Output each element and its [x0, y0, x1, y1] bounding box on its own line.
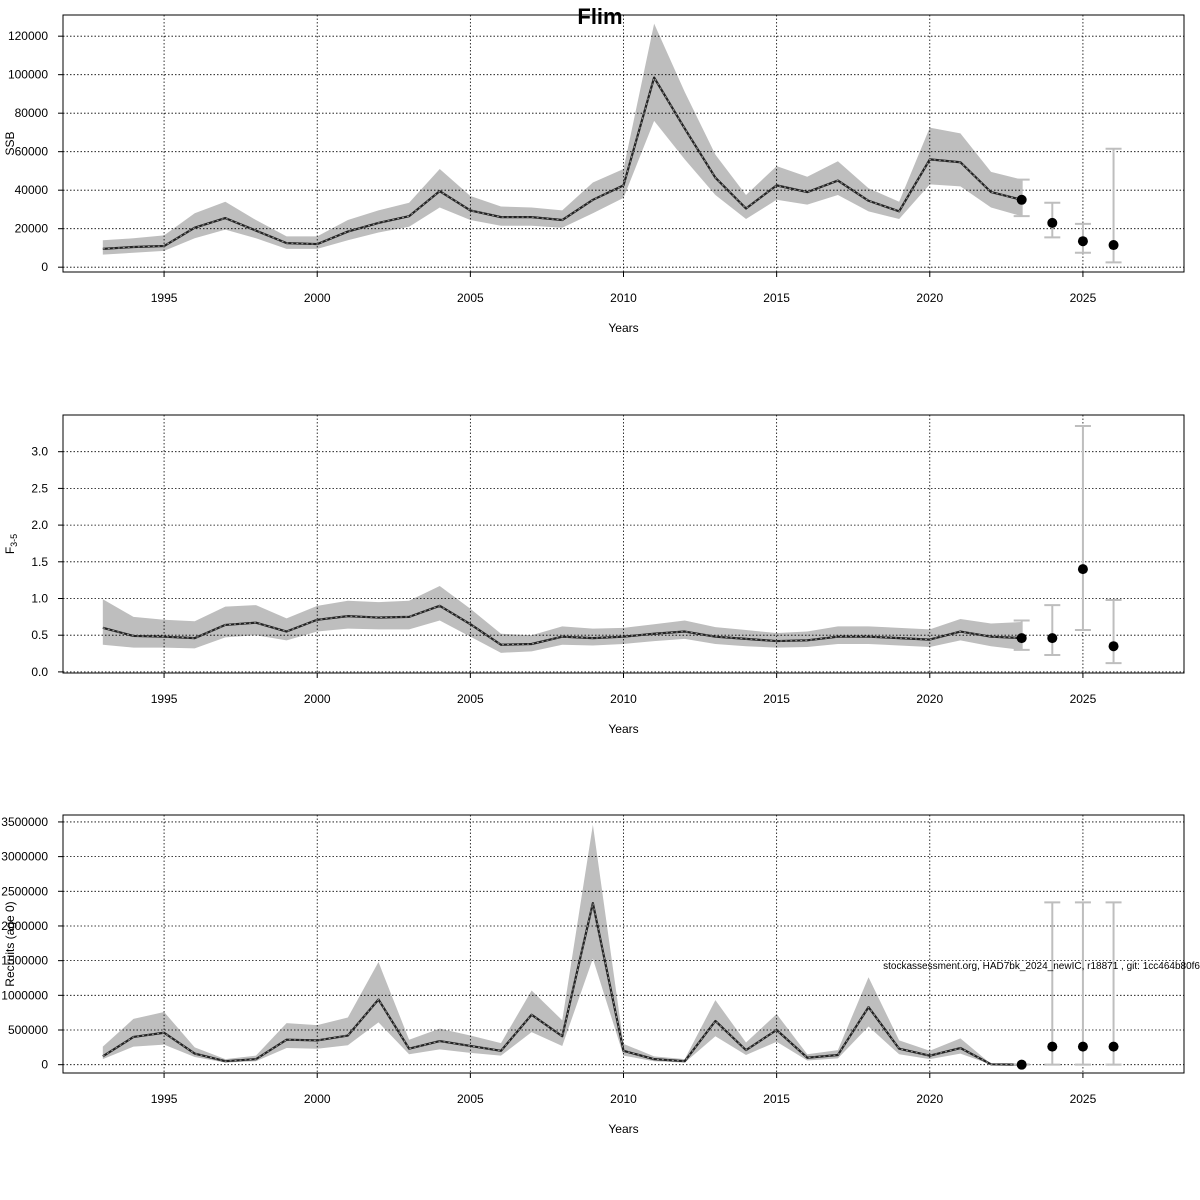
ssb-x-axis-label: Years: [608, 321, 638, 335]
f-estimate-line-dots: [102, 605, 1022, 646]
footer-note: stockassessment.org, HAD7bk_2024_newIC, …: [883, 961, 1200, 972]
f-y-tick-label-1: 0.5: [31, 628, 48, 642]
ssb-confidence-band: [102, 23, 1022, 255]
f-x-tick-label-2005: 2005: [457, 692, 484, 706]
recruits-y-tick-label-1: 500000: [8, 1023, 48, 1037]
recruits-x-tick-label-2005: 2005: [457, 1092, 484, 1106]
recruits-y-tick-label-6: 3000000: [1, 850, 48, 864]
recruits-x-tick-label-2020: 2020: [916, 1092, 943, 1106]
f-x-tick-label-2020: 2020: [916, 692, 943, 706]
f-y-tick-label-2: 1.0: [31, 591, 48, 605]
ssb-x-tick-label-2020: 2020: [916, 291, 943, 305]
ssb-forecast-point-2024: [1047, 217, 1058, 228]
recruits-x-axis-label: Years: [608, 1122, 638, 1136]
chart-panels: 1995 2000 2005 2010 2015 2020 2025020000400006…: [1, 14, 1185, 1136]
ssb-forecast-point-2023: [1016, 194, 1027, 205]
recruits-y-tick-label-4: 2000000: [1, 919, 48, 933]
ssb-y-tick-label-6: 120000: [8, 29, 48, 43]
ssb-x-tick-label-2000: 2000: [304, 291, 331, 305]
ssb-y-tick-label-3: 60000: [15, 145, 49, 159]
recruits-y-tick-label-2: 1000000: [1, 988, 48, 1002]
recruits-forecast-point-2025: [1077, 1041, 1088, 1052]
f-y-tick-label-0: 0.0: [31, 665, 48, 679]
f-confidence-band: [102, 586, 1022, 653]
recruits-panel: 1995 2000 2005 2010 2015 2020 2025 0 500000 10000…: [1, 814, 1185, 1136]
ssb-x-tick-label-1995: 1995: [151, 291, 178, 305]
f-x-tick-label-2015: 2015: [763, 692, 790, 706]
recruits-y-tick-label-3: 1500000: [1, 954, 48, 968]
ssb-estimate-line-dots: [102, 76, 1022, 250]
f-x-axis-label: Years: [608, 722, 638, 736]
recruits-forecast-point-2023: [1016, 1059, 1027, 1070]
recruits-x-tick-label-2015: 2015: [763, 1092, 790, 1106]
recruits-x-tick-label-2010: 2010: [610, 1092, 637, 1106]
ssb-forecast-point-2026: [1108, 240, 1119, 251]
ssb-y-tick-label-1: 20000: [15, 222, 49, 236]
f-x-tick-label-2025: 2025: [1070, 692, 1097, 706]
ssb-y-tick-label-4: 80000: [15, 106, 49, 120]
ssb-forecast-point-2025: [1077, 236, 1088, 247]
f-forecast-point-2023: [1016, 633, 1027, 644]
recruits-x-tick-label-2000: 2000: [304, 1092, 331, 1106]
f-y-tick-label-5: 2.5: [31, 481, 48, 495]
f-y-tick-label-4: 2.0: [31, 518, 48, 532]
recruits-y-axis-label: Recruits (age 0): [3, 901, 17, 986]
ssb-y-tick-label-5: 100000: [8, 68, 48, 82]
f-forecast-point-2024: [1047, 633, 1058, 644]
ssb-y-axis-label: SSB: [3, 131, 17, 155]
f-forecast-point-2026: [1108, 641, 1119, 652]
ssb-x-tick-label-2005: 2005: [457, 291, 484, 305]
ssb-x-tick-label-2025: 2025: [1070, 291, 1097, 305]
recruits-estimate-line-dots: [102, 902, 1022, 1066]
f-y-tick-label-3: 1.5: [31, 555, 48, 569]
recruits-x-tick-label-1995: 1995: [151, 1092, 178, 1106]
recruits-y-tick-label-7: 3500000: [1, 815, 48, 829]
f-y-tick-label-6: 3.0: [31, 445, 48, 459]
recruits-x-tick-label-2025: 2025: [1070, 1092, 1097, 1106]
ssb-panel: 1995 2000 2005 2010 2015 2020 2025 0 20000 40000 6…: [3, 14, 1185, 335]
recruits-y-tick-label-5: 2500000: [1, 884, 48, 898]
ssb-y-tick-label-0: 0: [41, 260, 48, 274]
ssb-x-tick-label-2015: 2015: [763, 291, 790, 305]
ssb-x-tick-label-2010: 2010: [610, 291, 637, 305]
f-x-tick-label-1995: 1995: [151, 692, 178, 706]
f-y-axis-label: F3-5: [3, 534, 19, 554]
f-x-tick-label-2000: 2000: [304, 692, 331, 706]
f-forecast-point-2025: [1077, 564, 1088, 575]
recruits-forecast-point-2024: [1047, 1041, 1058, 1052]
ssb-y-tick-label-2: 40000: [15, 183, 49, 197]
recruits-forecast-point-2026: [1108, 1041, 1119, 1052]
recruits-y-tick-label-0: 0: [41, 1058, 48, 1072]
f-x-tick-label-2010: 2010: [610, 692, 637, 706]
f-panel: 1995 2000 2005 2010 2015 2020 2025 0.0 0.5 1.0 1.5…: [3, 414, 1185, 736]
main-title: Flim: [577, 4, 622, 29]
